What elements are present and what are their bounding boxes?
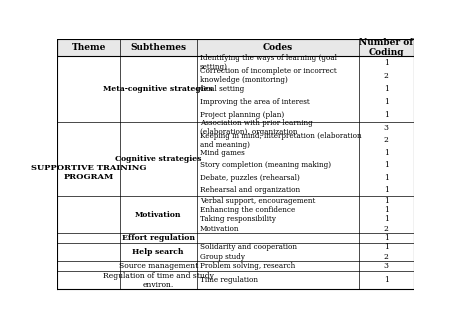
Text: Meta-cognitive strategies: Meta-cognitive strategies	[103, 85, 213, 93]
Text: Problem solving, research: Problem solving, research	[199, 262, 294, 270]
Text: 1: 1	[383, 85, 388, 93]
Text: 1: 1	[383, 161, 388, 169]
Text: Story completion (meaning making): Story completion (meaning making)	[199, 161, 330, 169]
Text: Cognitive strategies: Cognitive strategies	[115, 155, 201, 163]
Text: 3: 3	[383, 262, 388, 270]
Text: 2: 2	[383, 72, 388, 80]
Text: Regulation of time and study
environ.: Regulation of time and study environ.	[102, 271, 213, 289]
Text: Solidarity and cooperation: Solidarity and cooperation	[199, 244, 296, 251]
Text: Association with prior learning
(elaboration), organization: Association with prior learning (elabora…	[199, 119, 312, 136]
Text: Project planning (plan): Project planning (plan)	[199, 111, 283, 119]
Text: 1: 1	[383, 234, 388, 242]
Text: 2: 2	[383, 225, 388, 233]
Text: Motivation: Motivation	[134, 211, 181, 219]
Text: Codes: Codes	[262, 43, 292, 52]
Text: 1: 1	[383, 174, 388, 181]
Text: Enhancing the confidence: Enhancing the confidence	[199, 206, 294, 214]
Text: Goal setting: Goal setting	[199, 85, 243, 93]
Text: 1: 1	[383, 276, 388, 284]
Text: Correction of incomplete or incorrect
knowledge (monitoring): Correction of incomplete or incorrect kn…	[199, 67, 336, 84]
Text: Effort regulation: Effort regulation	[122, 234, 194, 242]
Text: Group study: Group study	[199, 253, 244, 261]
Text: Identifying the ways of learning (goal
setting): Identifying the ways of learning (goal s…	[199, 54, 336, 71]
Text: Source management: Source management	[118, 262, 197, 270]
Text: 1: 1	[383, 111, 388, 119]
Text: 1: 1	[383, 148, 388, 157]
Text: Rehearsal and organization: Rehearsal and organization	[199, 186, 299, 194]
Text: 3: 3	[383, 124, 388, 132]
Text: 1: 1	[383, 206, 388, 214]
Text: 1: 1	[383, 186, 388, 194]
Text: Keeping in mind, interpretation (elaboration
and meaning): Keeping in mind, interpretation (elabora…	[199, 131, 360, 149]
Text: Verbal support, encouragement: Verbal support, encouragement	[199, 197, 314, 205]
Text: Mind games: Mind games	[199, 148, 244, 157]
Text: Improving the area of interest: Improving the area of interest	[199, 98, 309, 106]
Text: SUPPORTIVE TRAINING
PROGRAM: SUPPORTIVE TRAINING PROGRAM	[31, 164, 146, 181]
Text: 2: 2	[383, 253, 388, 261]
Text: Taking responsibility: Taking responsibility	[199, 215, 275, 223]
Text: Help search: Help search	[132, 248, 184, 256]
Text: Debate, puzzles (rehearsal): Debate, puzzles (rehearsal)	[199, 174, 299, 181]
Text: Theme: Theme	[71, 43, 106, 52]
Bar	[57, 39, 413, 56]
Text: 1: 1	[383, 59, 388, 67]
Text: 1: 1	[383, 244, 388, 251]
Text: Number of
Coding: Number of Coding	[358, 38, 413, 58]
Text: Subthemes: Subthemes	[130, 43, 186, 52]
Text: 1: 1	[383, 197, 388, 205]
Text: Time regulation: Time regulation	[199, 276, 257, 284]
Text: 1: 1	[383, 98, 388, 106]
Text: 1: 1	[383, 215, 388, 223]
Text: 2: 2	[383, 136, 388, 144]
Text: Motivation: Motivation	[199, 225, 239, 233]
